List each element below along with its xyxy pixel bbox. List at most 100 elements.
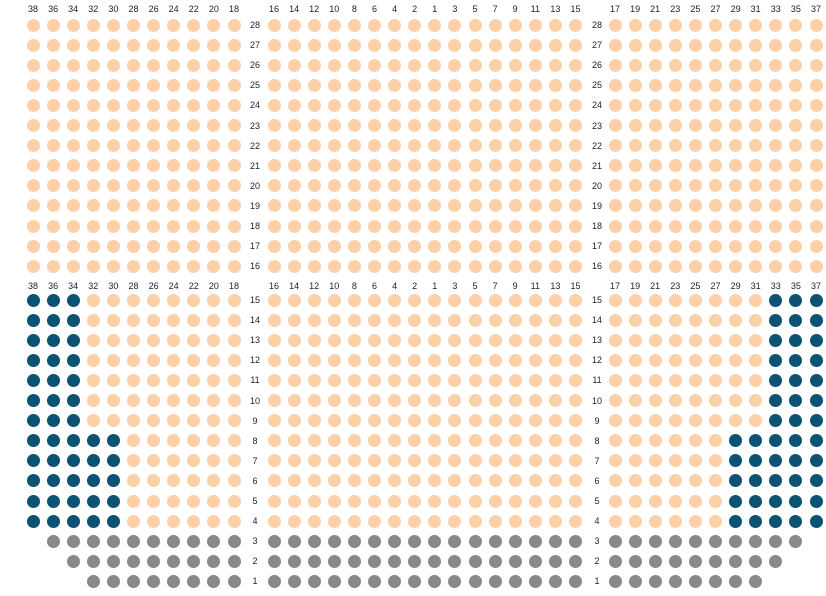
seat-center-row-21-seat-15[interactable] [569,159,582,173]
seat-center-row-9-seat-12[interactable] [307,414,321,428]
seat-right-row-5-seat-21[interactable] [648,494,662,508]
seat-right-row-25-seat-21[interactable] [648,78,662,92]
seat-right-row-14-seat-25[interactable] [688,313,702,327]
seat-center-row-22-seat-12[interactable] [307,139,321,153]
seat-left-row-22-seat-20[interactable] [207,139,221,153]
seat-right-row-15-seat-21[interactable] [648,293,662,307]
seat-left-row-25-seat-34[interactable] [66,78,80,92]
seat-center-row-23-seat-10[interactable] [327,119,341,132]
seat-left-row-24-seat-38[interactable] [26,98,40,112]
seat-center-row-12-seat-12[interactable] [307,353,321,367]
seat-right-row-19-seat-31[interactable] [749,199,763,213]
seat-right-row-13-seat-35[interactable] [789,333,803,347]
seat-left-row-24-seat-32[interactable] [86,98,100,112]
seat-center-row-21-seat-10[interactable] [327,159,341,173]
seat-left-row-23-seat-38[interactable] [26,119,40,132]
seat-left-row-13-seat-26[interactable] [147,333,161,347]
seat-center-row-12-seat-9[interactable] [508,353,522,367]
seat-right-row-7-seat-31[interactable] [749,454,763,468]
seat-left-row-14-seat-24[interactable] [167,313,181,327]
seat-right-row-6-seat-31[interactable] [749,474,763,488]
seat-left-row-25-seat-30[interactable] [106,78,120,92]
seat-center-row-10-seat-16[interactable] [267,394,281,407]
seat-left-row-11-seat-34[interactable] [66,373,80,387]
seat-right-row-8-seat-31[interactable] [749,434,763,448]
seat-right-row-17-seat-21[interactable] [648,239,662,253]
seat-left-row-16-seat-26[interactable] [147,259,161,273]
seat-right-row-11-seat-17[interactable] [608,373,622,387]
seat-center-row-14-seat-2[interactable] [408,313,422,327]
seat-right-row-14-seat-37[interactable] [809,313,823,327]
seat-right-row-22-seat-33[interactable] [769,139,783,153]
seat-center-row-15-seat-7[interactable] [488,293,502,307]
seat-center-row-13-seat-8[interactable] [347,333,361,347]
seat-right-row-25-seat-29[interactable] [729,78,743,92]
seat-center-row-12-seat-4[interactable] [388,353,402,367]
seat-right-row-25-seat-27[interactable] [709,78,722,92]
seat-right-row-17-seat-19[interactable] [628,239,642,253]
seat-center-row-18-seat-5[interactable] [468,219,482,233]
seat-left-row-6-seat-30[interactable] [106,474,120,488]
seat-right-row-18-seat-31[interactable] [749,219,763,233]
seat-left-row-13-seat-36[interactable] [46,333,60,347]
seat-center-row-11-seat-10[interactable] [327,373,341,387]
seat-right-row-9-seat-27[interactable] [709,414,722,428]
seat-center-row-7-seat-10[interactable] [327,454,341,468]
seat-right-row-13-seat-19[interactable] [628,333,642,347]
seat-left-row-23-seat-24[interactable] [167,119,181,132]
seat-center-row-27-seat-1[interactable] [428,38,442,52]
seat-left-row-11-seat-36[interactable] [46,373,60,387]
seat-left-row-24-seat-18[interactable] [227,98,241,112]
seat-right-row-27-seat-25[interactable] [688,38,702,52]
seat-center-row-11-seat-14[interactable] [287,373,301,387]
seat-center-row-13-seat-16[interactable] [267,333,281,347]
seat-right-row-14-seat-27[interactable] [709,313,722,327]
seat-right-row-19-seat-21[interactable] [648,199,662,213]
seat-left-row-28-seat-20[interactable] [207,18,221,32]
seat-left-row-23-seat-20[interactable] [207,119,221,132]
seat-center-row-25-seat-9[interactable] [508,78,522,92]
seat-center-row-14-seat-16[interactable] [267,313,281,327]
seat-center-row-10-seat-9[interactable] [508,394,522,407]
seat-left-row-23-seat-36[interactable] [46,119,60,132]
seat-left-row-24-seat-24[interactable] [167,98,181,112]
seat-right-row-14-seat-23[interactable] [668,313,682,327]
seat-center-row-11-seat-9[interactable] [508,373,522,387]
seat-left-row-16-seat-28[interactable] [127,259,140,273]
seat-right-row-14-seat-19[interactable] [628,313,642,327]
seat-center-row-20-seat-14[interactable] [287,179,301,193]
seat-left-row-10-seat-32[interactable] [86,394,100,407]
seat-right-row-6-seat-21[interactable] [648,474,662,488]
seat-center-row-15-seat-4[interactable] [388,293,402,307]
seat-center-row-22-seat-6[interactable] [368,139,381,153]
seat-center-row-12-seat-3[interactable] [448,353,462,367]
seat-right-row-19-seat-23[interactable] [668,199,682,213]
seat-right-row-13-seat-29[interactable] [729,333,743,347]
seat-left-row-9-seat-34[interactable] [66,414,80,428]
seat-left-row-28-seat-26[interactable] [147,18,161,32]
seat-left-row-4-seat-32[interactable] [86,514,100,528]
seat-center-row-24-seat-5[interactable] [468,98,482,112]
seat-right-row-6-seat-23[interactable] [668,474,682,488]
seat-center-row-24-seat-11[interactable] [528,98,542,112]
seat-left-row-14-seat-20[interactable] [207,313,221,327]
seat-center-row-4-seat-2[interactable] [408,514,422,528]
seat-center-row-27-seat-6[interactable] [368,38,381,52]
seat-center-row-5-seat-12[interactable] [307,494,321,508]
seat-center-row-17-seat-1[interactable] [428,239,442,253]
seat-center-row-7-seat-1[interactable] [428,454,442,468]
seat-right-row-7-seat-27[interactable] [709,454,722,468]
seat-right-row-28-seat-33[interactable] [769,18,783,32]
seat-right-row-26-seat-23[interactable] [668,58,682,72]
seat-center-row-18-seat-14[interactable] [287,219,301,233]
seat-right-row-5-seat-17[interactable] [608,494,622,508]
seat-center-row-12-seat-11[interactable] [528,353,542,367]
seat-left-row-4-seat-26[interactable] [147,514,161,528]
seat-right-row-18-seat-19[interactable] [628,219,642,233]
seat-center-row-23-seat-1[interactable] [428,119,442,132]
seat-center-row-19-seat-8[interactable] [347,199,361,213]
seat-center-row-5-seat-4[interactable] [388,494,402,508]
seat-center-row-8-seat-14[interactable] [287,434,301,448]
seat-center-row-8-seat-8[interactable] [347,434,361,448]
seat-left-row-19-seat-20[interactable] [207,199,221,213]
